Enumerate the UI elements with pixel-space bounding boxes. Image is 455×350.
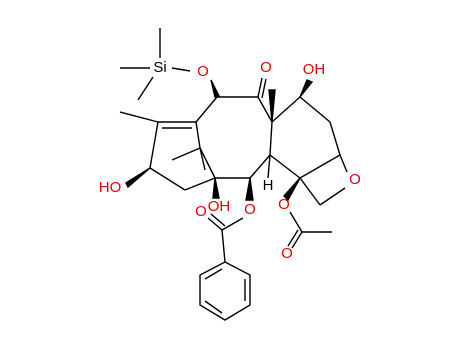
atom-label: Si: [153, 59, 166, 76]
atom-label: OH: [303, 61, 326, 78]
atom-label: O: [281, 245, 293, 262]
atom-label: O: [195, 203, 207, 220]
atom-label: O: [244, 201, 256, 218]
atom-label: OH: [208, 198, 231, 215]
bonds: [119, 28, 348, 321]
atom-label: O: [197, 63, 209, 80]
atom-label: H: [263, 177, 274, 194]
atom-label: HO: [99, 179, 122, 196]
atom-label: O: [260, 59, 272, 76]
atom-label: O: [349, 171, 361, 188]
atom-label: O: [278, 196, 290, 213]
